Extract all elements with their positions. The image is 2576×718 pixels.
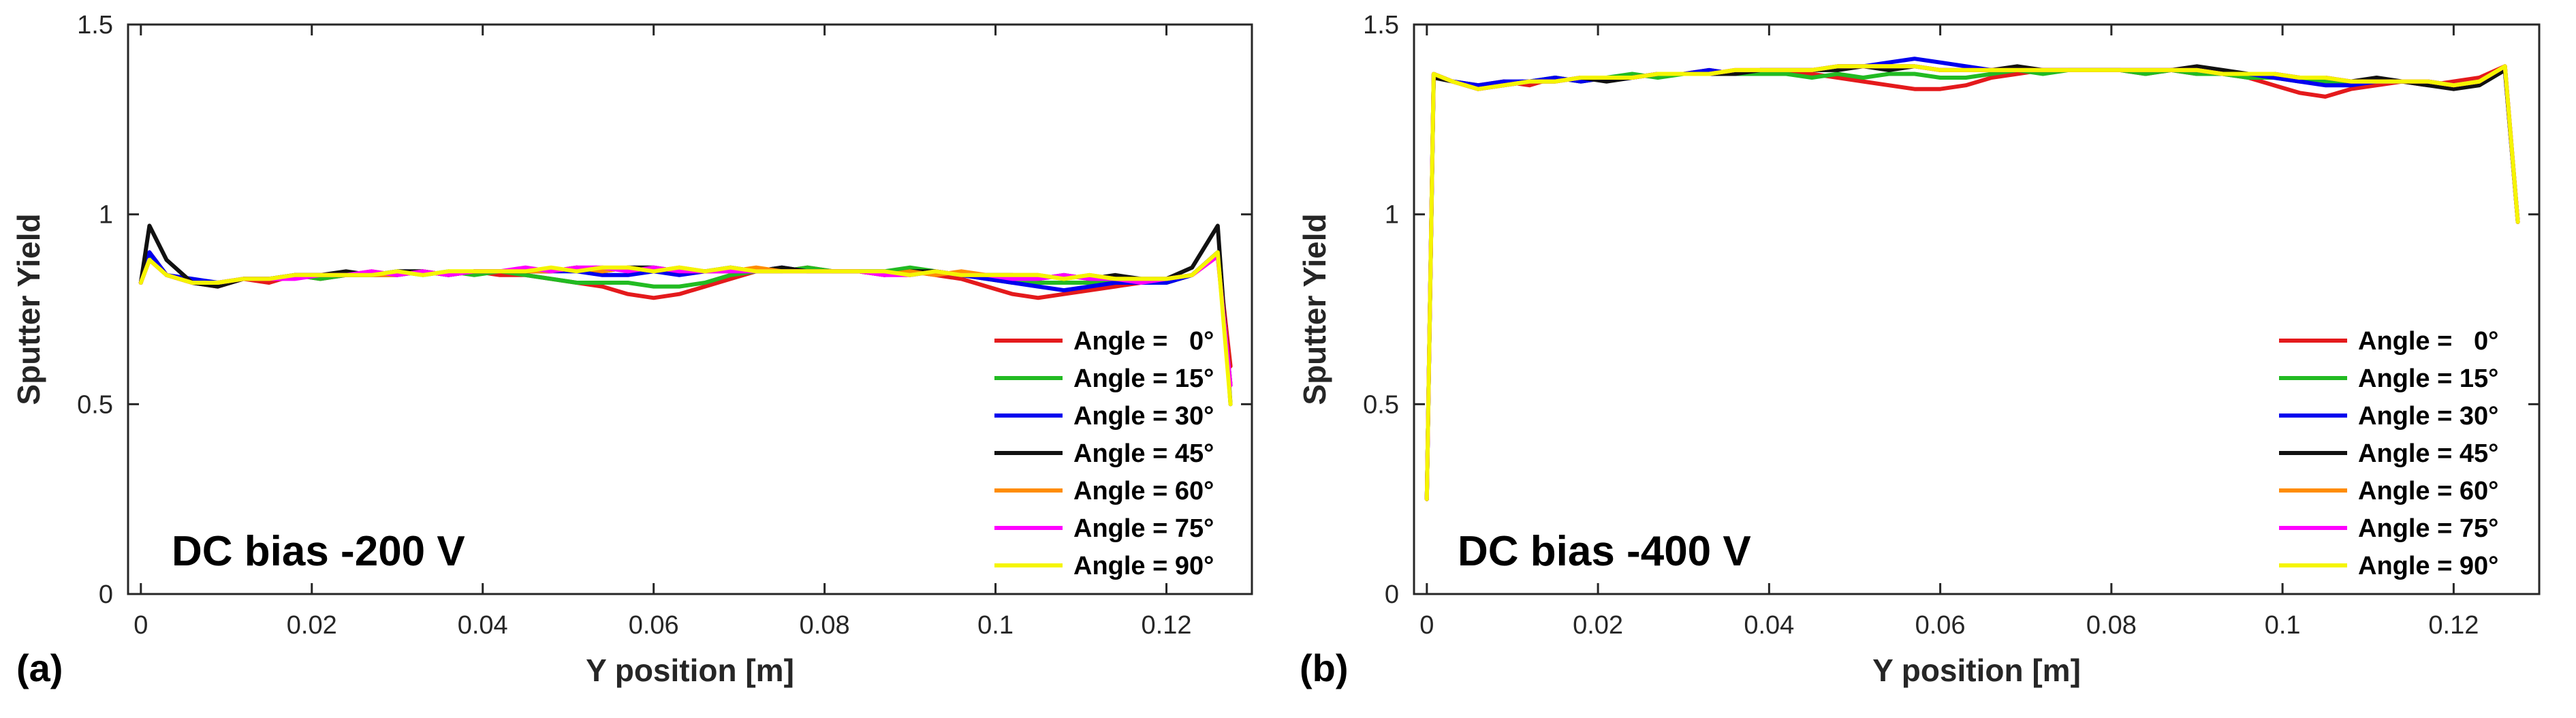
legend-label: Angle = 75° bbox=[1073, 514, 1214, 543]
x-tick-label: 0.04 bbox=[458, 611, 508, 640]
legend-label: Angle = 75° bbox=[2358, 514, 2498, 543]
x-tick-label: 0.1 bbox=[977, 611, 1014, 640]
chart-panel-a: 0 0.02 0.04 0.06 0.08 0.1 0.12 0 0.5 1 1.5 Y positi… bbox=[11, 11, 1253, 689]
y-tick-label: 0 bbox=[99, 580, 113, 609]
chart-panel-b: 0 0.02 0.04 0.06 0.08 0.1 0.12 0 0.5 1 1.5 Y positi… bbox=[1297, 11, 2541, 689]
x-tick-label: 0.04 bbox=[1744, 611, 1794, 640]
series-group bbox=[1424, 57, 2520, 501]
y-tick-label: 1.5 bbox=[1363, 11, 1399, 40]
x-tick-label: 0.08 bbox=[800, 611, 850, 640]
legend-label: Angle = 60° bbox=[2358, 477, 2498, 505]
bias-annotation: DC bias -200 V bbox=[172, 528, 465, 575]
legend-label: Angle = 15° bbox=[1073, 364, 1214, 393]
y-tick-label: 1 bbox=[99, 201, 113, 230]
y-tick-label: 0 bbox=[1385, 580, 1399, 609]
legend: Angle = 0° Angle = 15° Angle = 30° Angle = … bbox=[994, 327, 1214, 580]
legend-label: Angle = 30° bbox=[1073, 402, 1214, 431]
legend: Angle = 0° Angle = 15° Angle = 30° Angle = … bbox=[2279, 327, 2498, 580]
y-tick-label: 0.5 bbox=[77, 390, 113, 419]
x-tick-label: 0.08 bbox=[2086, 611, 2137, 640]
y-axis-label: Sputter Yield bbox=[1297, 213, 1332, 405]
legend-label: Angle = 0° bbox=[2358, 327, 2498, 356]
x-tick-label: 0.1 bbox=[2265, 611, 2301, 640]
y-tick-label: 1.5 bbox=[77, 11, 113, 40]
y-tick-label: 0.5 bbox=[1363, 390, 1399, 419]
plot-frame bbox=[127, 23, 1253, 595]
y-axis-label: Sputter Yield bbox=[11, 213, 46, 405]
x-axis-label: Y position [m] bbox=[1872, 653, 2081, 688]
legend-label: Angle = 45° bbox=[2358, 439, 2498, 468]
bias-annotation: DC bias -400 V bbox=[1458, 528, 1751, 575]
y-tick-label: 1 bbox=[1385, 201, 1399, 230]
legend-label: Angle = 45° bbox=[1073, 439, 1214, 468]
x-tick-label: 0.12 bbox=[1142, 611, 1192, 640]
series-group bbox=[138, 223, 1233, 407]
x-tick-label: 0.06 bbox=[629, 611, 679, 640]
legend-label: Angle = 30° bbox=[2358, 402, 2498, 431]
x-tick-label: 0.12 bbox=[2428, 611, 2479, 640]
x-tick-label: 0 bbox=[1419, 611, 1434, 640]
x-tick-label: 0 bbox=[133, 611, 148, 640]
legend-label: Angle = 60° bbox=[1073, 477, 1214, 505]
legend-label: Angle = 90° bbox=[1073, 552, 1214, 580]
x-axis-label: Y position [m] bbox=[586, 653, 794, 688]
x-tick-label: 0.06 bbox=[1915, 611, 1966, 640]
series-line-angle-90 bbox=[138, 250, 1233, 407]
panels: 0 0.02 0.04 0.06 0.08 0.1 0.12 0 0.5 1 1.5 Y positi… bbox=[11, 11, 2541, 689]
plot-frame bbox=[1413, 23, 2541, 595]
panel-label: (a) bbox=[16, 646, 63, 689]
series-line-angle-90 bbox=[1424, 64, 2520, 501]
legend-label: Angle = 90° bbox=[2358, 552, 2498, 580]
x-tick-label: 0.02 bbox=[1573, 611, 1623, 640]
legend-label: Angle = 15° bbox=[2358, 364, 2498, 393]
panel-label: (b) bbox=[1300, 646, 1349, 689]
legend-label: Angle = 0° bbox=[1073, 327, 1214, 356]
x-tick-label: 0.02 bbox=[287, 611, 337, 640]
